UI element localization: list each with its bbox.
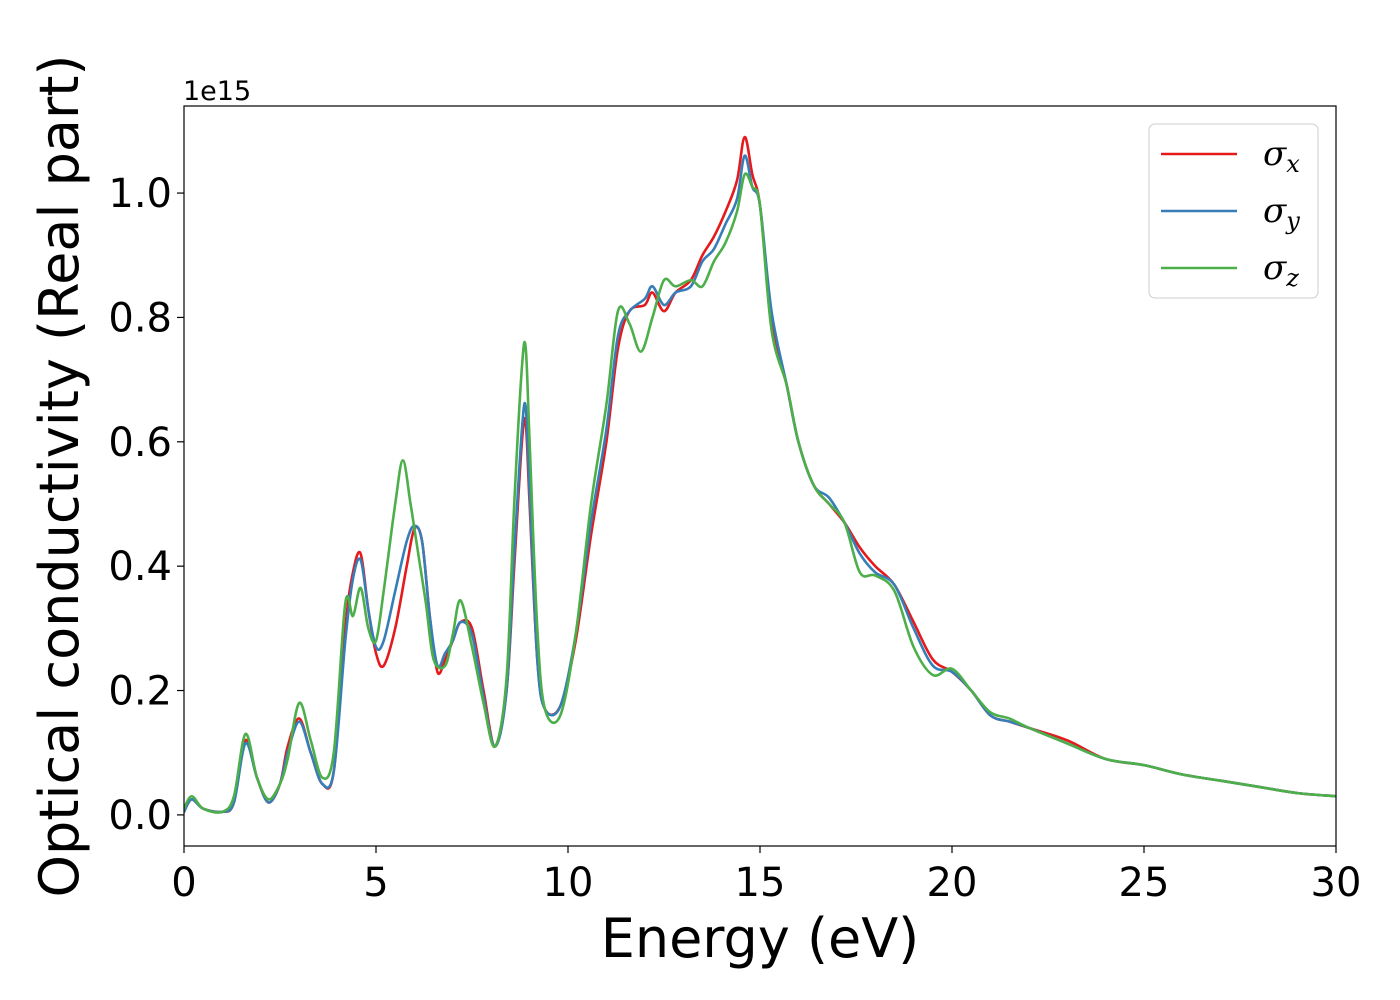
x-tick-label: 15: [735, 860, 786, 906]
legend-label-y: σy: [1263, 191, 1300, 235]
x-tick-label: 25: [1119, 860, 1170, 906]
legend: σx σy σz: [1148, 123, 1319, 299]
y-tick-label: 0.0: [108, 793, 172, 839]
y-offset-label: 1e15: [183, 76, 251, 107]
y-axis: 0.0 0.2 0.4 0.6 0.8 1.0: [108, 171, 184, 839]
x-axis-label: Energy (eV): [601, 907, 920, 970]
x-axis: 0 5 10 15 20 25 30: [171, 846, 1361, 906]
x-tick-label: 30: [1311, 860, 1362, 906]
x-tick-label: 0: [171, 860, 196, 906]
x-tick-label: 5: [363, 860, 388, 906]
legend-label-x: σx: [1263, 134, 1300, 178]
x-tick-label: 10: [543, 860, 594, 906]
y-axis-label: Optical conductivity (Real part): [28, 55, 91, 898]
legend-label-z: σz: [1263, 248, 1299, 292]
y-tick-label: 0.4: [108, 544, 172, 590]
series-layer: [184, 135, 1336, 814]
y-tick-label: 0.6: [108, 420, 172, 466]
x-tick-label: 20: [927, 860, 978, 906]
y-tick-label: 0.2: [108, 669, 172, 715]
y-tick-label: 1.0: [108, 171, 172, 217]
y-tick-label: 0.8: [108, 295, 172, 341]
series-line-z: [184, 172, 1336, 814]
